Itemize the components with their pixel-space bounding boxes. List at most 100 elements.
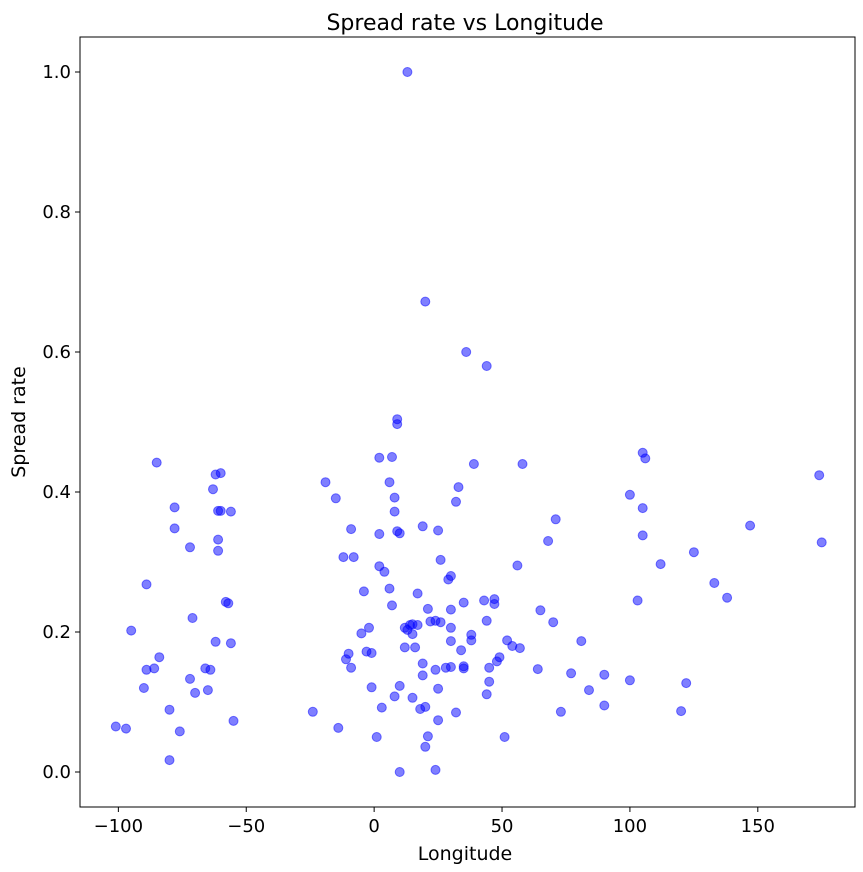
data-point xyxy=(356,628,367,639)
data-point xyxy=(517,459,528,469)
data-point xyxy=(433,683,444,694)
data-point xyxy=(420,741,431,752)
data-point xyxy=(479,595,490,606)
data-point xyxy=(141,664,152,675)
data-point xyxy=(154,652,165,663)
data-point xyxy=(164,755,175,766)
data-point xyxy=(346,524,357,535)
data-point xyxy=(341,654,351,665)
data-point xyxy=(422,731,433,742)
data-point xyxy=(387,600,397,611)
data-point xyxy=(215,505,226,516)
data-point xyxy=(532,664,543,675)
data-point xyxy=(407,629,418,640)
data-point xyxy=(169,523,180,534)
data-point xyxy=(223,598,234,609)
data-point xyxy=(151,457,162,468)
data-point xyxy=(430,764,441,775)
data-point xyxy=(433,715,444,726)
data-point xyxy=(348,552,359,563)
data-point xyxy=(387,452,397,462)
data-point xyxy=(640,453,651,464)
data-point xyxy=(366,648,377,658)
data-point xyxy=(514,643,525,654)
y-tick-label: 0.0 xyxy=(42,762,71,783)
x-axis-label: Longitude xyxy=(418,843,513,865)
data-point xyxy=(512,560,523,571)
data-point xyxy=(389,691,400,702)
data-point xyxy=(599,669,610,680)
data-point xyxy=(190,687,201,698)
data-point xyxy=(202,685,213,696)
data-point xyxy=(208,484,218,495)
data-points xyxy=(110,67,827,777)
data-point xyxy=(543,536,554,546)
x-tick-label: −50 xyxy=(227,816,265,837)
data-point xyxy=(225,638,236,649)
data-point xyxy=(481,615,492,626)
data-point xyxy=(417,658,428,669)
data-point xyxy=(164,704,175,715)
data-point xyxy=(333,722,344,733)
data-point xyxy=(389,492,400,503)
data-point xyxy=(422,603,433,614)
data-point xyxy=(814,470,825,481)
data-point xyxy=(535,605,546,616)
data-point xyxy=(412,620,423,630)
data-point xyxy=(624,489,635,500)
data-point xyxy=(637,503,648,514)
data-point xyxy=(394,528,405,539)
data-point xyxy=(213,545,224,556)
data-point xyxy=(584,685,594,696)
data-point xyxy=(307,706,318,717)
data-point xyxy=(389,506,400,517)
data-point xyxy=(174,726,185,737)
data-point xyxy=(407,692,418,703)
data-point xyxy=(489,599,500,609)
data-point xyxy=(420,296,431,307)
data-point xyxy=(745,520,756,531)
data-point xyxy=(458,597,469,608)
data-point xyxy=(445,604,456,615)
data-point xyxy=(453,482,464,493)
data-point xyxy=(555,706,566,717)
data-point xyxy=(394,767,405,777)
data-point xyxy=(121,723,131,734)
data-point xyxy=(338,552,349,563)
x-tick-label: 100 xyxy=(613,816,647,837)
x-tick-label: 150 xyxy=(741,816,775,837)
data-point xyxy=(435,617,446,628)
data-point xyxy=(410,642,421,653)
data-point xyxy=(358,586,369,597)
y-tick-label: 1.0 xyxy=(42,62,71,83)
data-point xyxy=(371,732,382,742)
data-point xyxy=(655,559,666,570)
data-point xyxy=(722,592,733,603)
data-point xyxy=(215,468,226,479)
data-point xyxy=(484,676,495,687)
data-point xyxy=(548,617,559,628)
data-point xyxy=(566,668,577,679)
data-point xyxy=(138,683,149,693)
data-point xyxy=(624,675,635,686)
data-point xyxy=(451,496,461,507)
data-point xyxy=(185,673,195,684)
data-point xyxy=(392,419,403,430)
data-point xyxy=(213,534,224,545)
data-point xyxy=(481,689,492,700)
data-point xyxy=(141,579,152,590)
data-point xyxy=(384,477,395,488)
data-point xyxy=(399,642,410,653)
data-point xyxy=(445,636,456,647)
data-point xyxy=(461,347,472,357)
data-point xyxy=(632,595,643,606)
x-tick-label: 50 xyxy=(491,816,514,837)
data-point xyxy=(576,636,587,647)
chart-title: Spread rate vs Longitude xyxy=(326,11,603,36)
data-point xyxy=(205,664,216,675)
data-point xyxy=(185,542,195,553)
y-axis: 0.0 0.2 0.4 0.6 0.8 1.0 xyxy=(42,62,80,783)
data-point xyxy=(346,662,357,673)
y-tick-label: 0.2 xyxy=(42,622,71,643)
